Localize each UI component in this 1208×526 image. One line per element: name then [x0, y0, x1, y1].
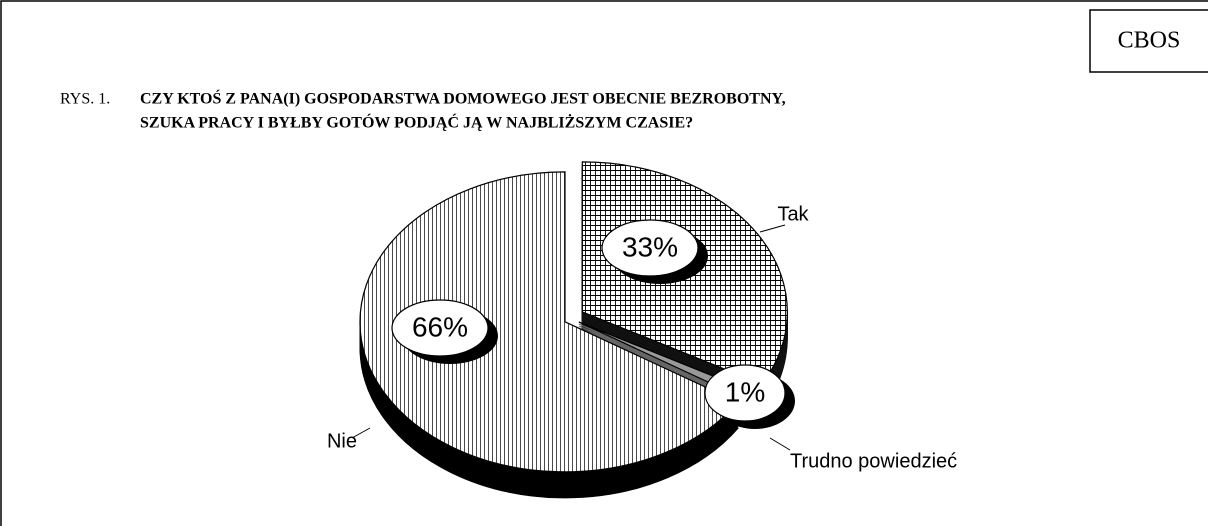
slice: [359, 171, 740, 473]
pie: 33% 1% 66% Tak Trudno powiedzieć Nie: [327, 161, 957, 499]
chart-title: SZUKA PRACY I BYŁBY GOTÓW PODJĄĆ JĄ W NA…: [140, 113, 693, 132]
leader-line: [759, 224, 786, 233]
callout: [601, 219, 699, 277]
category-label: Trudno powiedzieć: [790, 450, 957, 472]
leader-line: [769, 437, 791, 451]
badge: CBOS: [1118, 28, 1181, 54]
callout: [704, 364, 786, 422]
leader-line: [351, 427, 371, 439]
value-label: 1%: [725, 376, 765, 407]
chart-title: CZY KTOŚ Z PANA(I) GOSPODARSTWA DOMOWEGO…: [140, 89, 786, 108]
category-label: Tak: [777, 203, 809, 225]
callout: [391, 299, 489, 357]
figure-label: RYS. 1.: [60, 91, 110, 108]
value-label: 66%: [412, 311, 468, 342]
category-label: Nie: [327, 430, 357, 452]
badge-box: [1089, 9, 1208, 73]
value-label: 33%: [622, 231, 678, 262]
